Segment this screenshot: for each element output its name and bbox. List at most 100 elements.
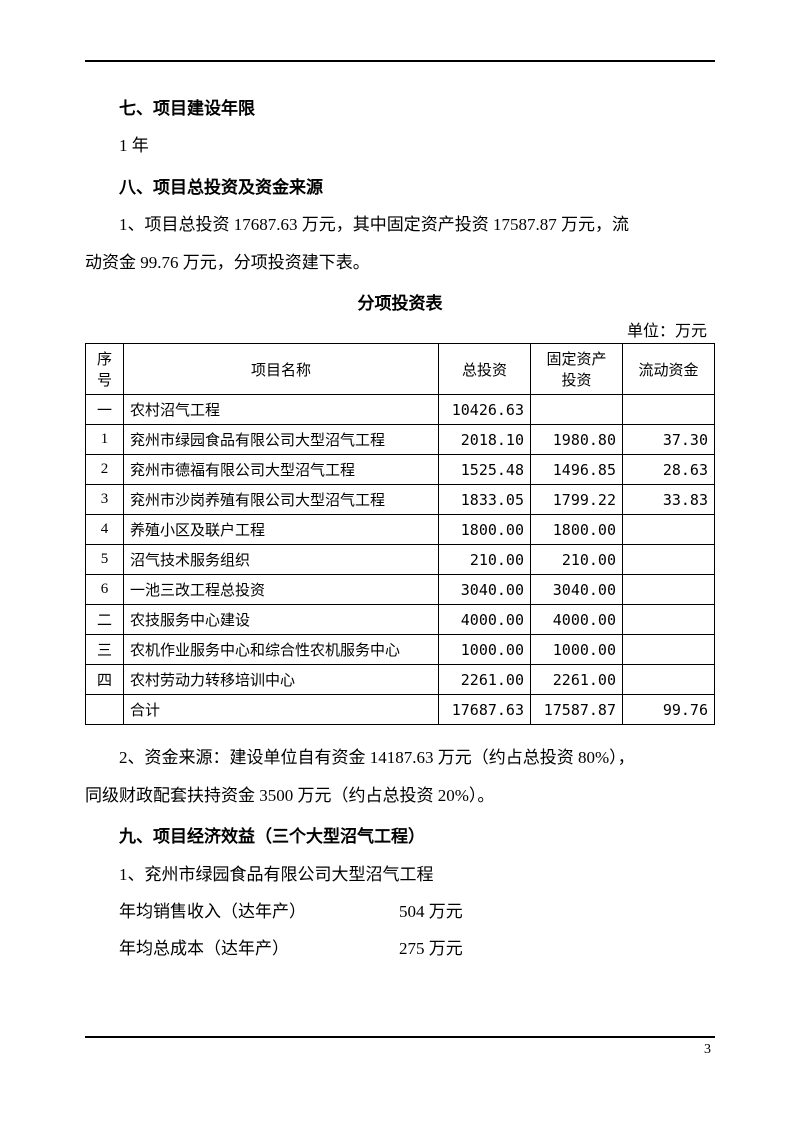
col-header-name: 项目名称 [124,344,439,395]
section7-heading: 七、项目建设年限 [85,90,715,127]
section8-heading: 八、项目总投资及资金来源 [85,169,715,206]
cell-total: 3040.00 [439,575,531,605]
cell-fixed: 1496.85 [531,455,623,485]
cell-seq: 四 [86,665,124,695]
cell-liquid [623,605,715,635]
cell-seq: 三 [86,635,124,665]
bottom-rule [85,1036,715,1038]
cell-seq: 3 [86,485,124,515]
cell-fixed: 1980.80 [531,425,623,455]
investment-table: 序 号 项目名称 总投资 固定资产 投资 流动资金 一 农村沼气工程 10426… [85,343,715,725]
cell-total: 1000.00 [439,635,531,665]
table-row: 4 养殖小区及联户工程 1800.00 1800.00 [86,515,715,545]
table-row-total: 合计 17687.63 17587.87 99.76 [86,695,715,725]
cell-total: 4000.00 [439,605,531,635]
cell-liquid: 99.76 [623,695,715,725]
cell-liquid: 28.63 [623,455,715,485]
cell-name: 养殖小区及联户工程 [124,515,439,545]
econ-row: 年均销售收入（达年产） 504 万元 [85,893,715,930]
cell-total: 1800.00 [439,515,531,545]
section9-heading: 九、项目经济效益（三个大型沼气工程） [85,818,715,855]
section8-para2a: 2、资金来源：建设单位自有资金 14187.63 万元（约占总投资 80%）， [85,739,715,776]
table-row: 二 农技服务中心建设 4000.00 4000.00 [86,605,715,635]
cell-name: 沼气技术服务组织 [124,545,439,575]
cell-fixed [531,395,623,425]
econ-value: 275 万元 [365,930,463,967]
investment-table-unit: 单位：万元 [85,321,715,343]
econ-label: 年均销售收入（达年产） [85,893,365,930]
cell-liquid [623,665,715,695]
cell-total: 10426.63 [439,395,531,425]
col-header-seq-top: 序 [97,352,112,368]
econ-row: 年均总成本（达年产） 275 万元 [85,930,715,967]
cell-name: 兖州市德福有限公司大型沼气工程 [124,455,439,485]
cell-liquid: 33.83 [623,485,715,515]
cell-seq: 1 [86,425,124,455]
cell-total: 210.00 [439,545,531,575]
cell-name: 合计 [124,695,439,725]
cell-name: 农村沼气工程 [124,395,439,425]
cell-seq: 一 [86,395,124,425]
col-header-seq: 序 号 [86,344,124,395]
col-header-total: 总投资 [439,344,531,395]
cell-seq: 2 [86,455,124,485]
table-row: 三 农机作业服务中心和综合性农机服务中心 1000.00 1000.00 [86,635,715,665]
cell-total: 2261.00 [439,665,531,695]
econ-label: 年均总成本（达年产） [85,930,365,967]
document-page: 七、项目建设年限 1 年 八、项目总投资及资金来源 1、项目总投资 17687.… [0,0,800,1080]
page-number: 3 [85,1042,715,1058]
table-row: 一 农村沼气工程 10426.63 [86,395,715,425]
cell-seq [86,695,124,725]
cell-fixed: 4000.00 [531,605,623,635]
cell-seq: 5 [86,545,124,575]
cell-liquid [623,635,715,665]
cell-fixed: 1800.00 [531,515,623,545]
cell-total: 1525.48 [439,455,531,485]
cell-name: 农村劳动力转移培训中心 [124,665,439,695]
col-header-fixed-bottom: 投资 [561,371,591,389]
cell-fixed: 3040.00 [531,575,623,605]
cell-liquid [623,395,715,425]
cell-fixed: 1000.00 [531,635,623,665]
cell-total: 1833.05 [439,485,531,515]
cell-name: 农技服务中心建设 [124,605,439,635]
cell-seq: 6 [86,575,124,605]
section7-body: 1 年 [85,127,715,164]
cell-fixed: 1799.22 [531,485,623,515]
cell-liquid: 37.30 [623,425,715,455]
section9-item1-title: 1、兖州市绿园食品有限公司大型沼气工程 [85,856,715,893]
top-rule [85,60,715,62]
cell-name: 一池三改工程总投资 [124,575,439,605]
cell-seq: 二 [86,605,124,635]
section8-para2b: 同级财政配套扶持资金 3500 万元（约占总投资 20%）。 [85,777,715,814]
table-row: 2 兖州市德福有限公司大型沼气工程 1525.48 1496.85 28.63 [86,455,715,485]
table-row: 6 一池三改工程总投资 3040.00 3040.00 [86,575,715,605]
col-header-seq-bottom: 号 [97,373,112,389]
table-header-row: 序 号 项目名称 总投资 固定资产 投资 流动资金 [86,344,715,395]
investment-table-title: 分项投资表 [85,287,715,321]
col-header-fixed: 固定资产 投资 [531,344,623,395]
cell-fixed: 17587.87 [531,695,623,725]
cell-total: 17687.63 [439,695,531,725]
cell-liquid [623,515,715,545]
cell-seq: 4 [86,515,124,545]
col-header-fixed-top: 固定资产 [546,350,606,368]
cell-name: 农机作业服务中心和综合性农机服务中心 [124,635,439,665]
cell-total: 2018.10 [439,425,531,455]
table-row: 1 兖州市绿园食品有限公司大型沼气工程 2018.10 1980.80 37.3… [86,425,715,455]
cell-fixed: 210.00 [531,545,623,575]
section8-para1b: 动资金 99.76 万元，分项投资建下表。 [85,244,715,281]
econ-value: 504 万元 [365,893,463,930]
table-row: 3 兖州市沙岗养殖有限公司大型沼气工程 1833.05 1799.22 33.8… [86,485,715,515]
cell-name: 兖州市绿园食品有限公司大型沼气工程 [124,425,439,455]
cell-liquid [623,575,715,605]
table-row: 5 沼气技术服务组织 210.00 210.00 [86,545,715,575]
economic-metrics: 年均销售收入（达年产） 504 万元 年均总成本（达年产） 275 万元 [85,893,715,968]
page-footer: 3 [85,1036,715,1058]
section8-para1a: 1、项目总投资 17687.63 万元，其中固定资产投资 17587.87 万元… [85,206,715,243]
cell-name: 兖州市沙岗养殖有限公司大型沼气工程 [124,485,439,515]
cell-liquid [623,545,715,575]
table-row: 四 农村劳动力转移培训中心 2261.00 2261.00 [86,665,715,695]
col-header-liquid: 流动资金 [623,344,715,395]
cell-fixed: 2261.00 [531,665,623,695]
